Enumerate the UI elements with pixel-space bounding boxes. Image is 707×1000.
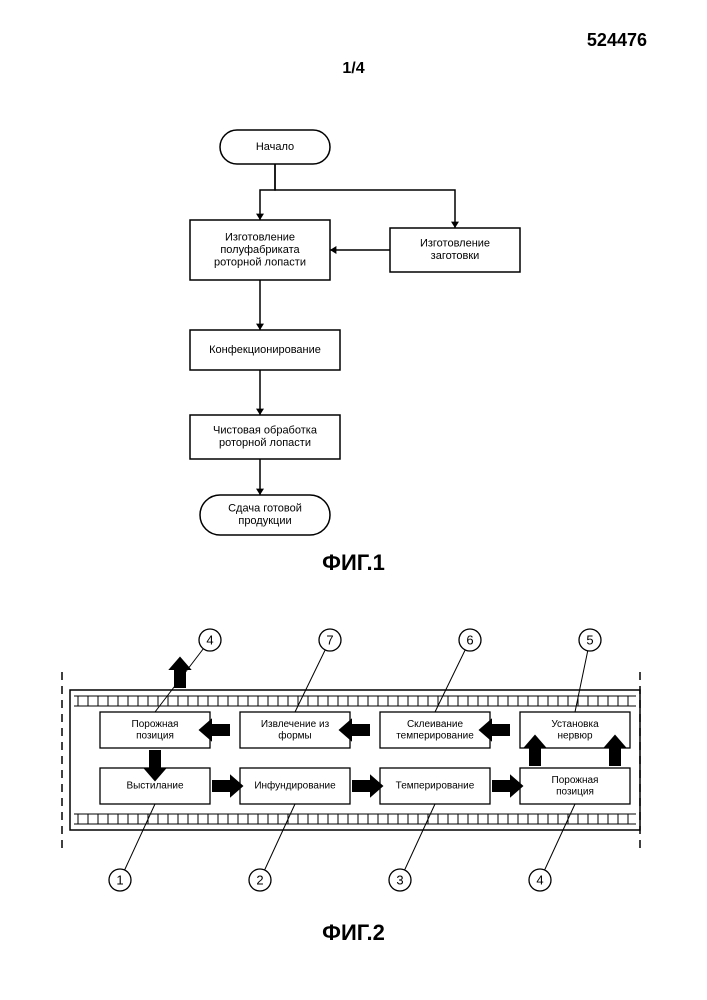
svg-text:позиция: позиция: [556, 786, 594, 797]
svg-text:2: 2: [256, 873, 263, 888]
svg-text:4: 4: [536, 873, 543, 888]
flow-node-conf: Конфекционирование: [190, 330, 340, 370]
svg-text:Конфекционирование: Конфекционирование: [209, 344, 321, 356]
svg-text:Темперирование: Темперирование: [396, 781, 475, 792]
flow-node-start: Начало: [220, 130, 330, 164]
svg-text:заготовки: заготовки: [431, 250, 480, 262]
flow-node-deliver: Сдача готовойпродукции: [200, 495, 330, 535]
svg-text:Начало: Начало: [256, 141, 294, 153]
svg-text:нервюр: нервюр: [557, 730, 592, 741]
flow-node-blank: Изготовлениезаготовки: [390, 228, 520, 272]
svg-text:роторной лопасти: роторной лопасти: [219, 437, 311, 449]
fig2-top-box-1: Извлечение изформы: [240, 712, 350, 748]
svg-text:позиция: позиция: [136, 730, 174, 741]
figure-2-caption: ФИГ.2: [322, 920, 385, 946]
fig2-top-box-2: Склеиваниетемперирование: [380, 712, 490, 748]
svg-text:полуфабриката: полуфабриката: [220, 244, 300, 256]
svg-text:Порожная: Порожная: [552, 775, 599, 786]
svg-text:Извлечение из: Извлечение из: [261, 719, 330, 730]
svg-text:продукции: продукции: [238, 515, 291, 527]
flow-node-semi: Изготовлениеполуфабрикатароторной лопаст…: [190, 220, 330, 280]
page-number: 524476: [587, 30, 647, 51]
svg-text:формы: формы: [278, 729, 311, 741]
svg-text:4: 4: [206, 633, 213, 648]
page: 524476 1/4 НачалоИзготовлениеполуфабрика…: [0, 0, 707, 1000]
svg-text:роторной лопасти: роторной лопасти: [214, 257, 306, 269]
svg-text:Изготовление: Изготовление: [420, 238, 490, 250]
svg-text:Чистовая обработка: Чистовая обработка: [213, 425, 318, 437]
page-count: 1/4: [342, 60, 364, 78]
flow-node-finish: Чистовая обработкароторной лопасти: [190, 415, 340, 459]
figure-2-diagram: ПорожнаяпозицияИзвлечение изформыСклеива…: [60, 600, 650, 900]
svg-text:Установка: Установка: [551, 719, 599, 730]
svg-text:1: 1: [116, 873, 123, 888]
fig2-bottom-box-2: Темперирование: [380, 768, 490, 804]
svg-text:Изготовление: Изготовление: [225, 231, 295, 243]
svg-text:Склеивание: Склеивание: [407, 719, 464, 730]
fig2-top-box-0: Порожнаяпозиция: [100, 712, 210, 748]
figure-1-caption: ФИГ.1: [322, 550, 385, 576]
svg-text:Порожная: Порожная: [132, 719, 179, 730]
svg-text:Инфундирование: Инфундирование: [254, 780, 336, 792]
svg-text:темперирование: темперирование: [396, 730, 474, 741]
svg-text:7: 7: [326, 633, 333, 648]
figure-1-flowchart: НачалоИзготовлениеполуфабрикатароторной …: [160, 120, 560, 540]
svg-text:3: 3: [396, 873, 403, 888]
svg-text:Выстилание: Выстилание: [126, 781, 184, 792]
svg-text:5: 5: [586, 633, 593, 648]
svg-text:6: 6: [466, 633, 473, 648]
svg-text:Сдача готовой: Сдача готовой: [228, 503, 302, 515]
fig2-bottom-box-1: Инфундирование: [240, 768, 350, 804]
fig2-bottom-box-3: Порожнаяпозиция: [520, 768, 630, 804]
